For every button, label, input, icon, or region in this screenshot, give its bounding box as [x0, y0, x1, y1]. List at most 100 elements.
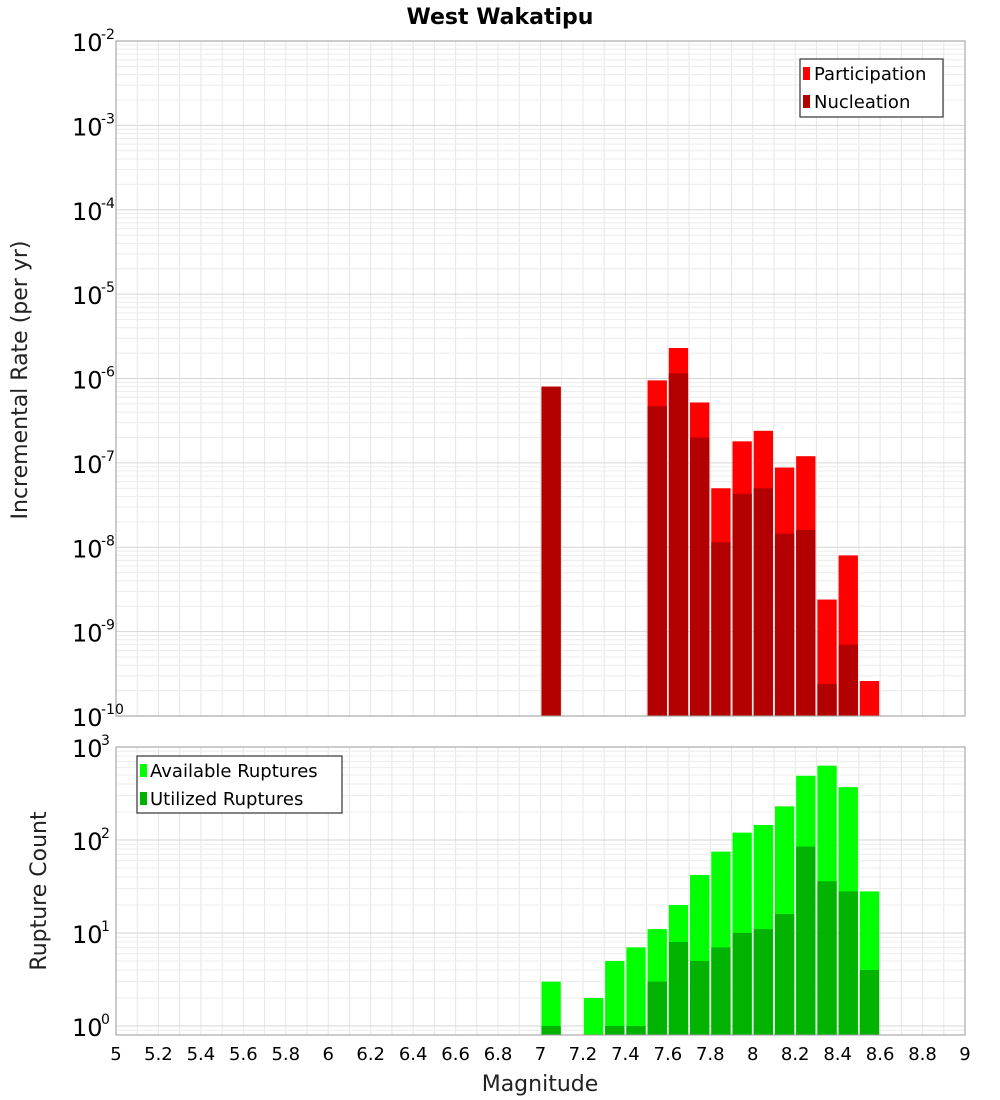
y-tick-base: 10 [72, 113, 103, 141]
y-tick-base: 10 [72, 198, 103, 226]
utilized-ruptures-bar [732, 932, 752, 1035]
y-tick-base: 10 [72, 704, 103, 732]
nucleation-bar [647, 406, 667, 716]
y-tick-base: 10 [72, 535, 103, 563]
y-tick-base: 10 [72, 367, 103, 395]
available-ruptures-legend-swatch [140, 764, 147, 777]
nucleation-legend-label: Nucleation [814, 92, 910, 113]
available-ruptures-bar [583, 997, 604, 1035]
x-tick-label: 7.2 [569, 1044, 598, 1065]
nucleation-bar [690, 437, 710, 716]
y-tick-exponent: -7 [101, 449, 115, 465]
x-tick-label: 5.2 [144, 1044, 173, 1065]
x-tick-label: 5.8 [271, 1044, 300, 1065]
y-tick-base: 10 [72, 828, 103, 856]
x-tick-label: 7.6 [654, 1044, 683, 1065]
y-tick-label: 10-4 [72, 196, 115, 226]
nucleation-bar [732, 493, 752, 716]
top-panel: 10-210-310-410-510-610-710-810-910-10 In… [8, 27, 966, 732]
y-tick-label: 101 [72, 919, 110, 949]
x-tick-label: 7.4 [611, 1044, 640, 1065]
nucleation-bar [668, 373, 689, 716]
nucleation-bar [711, 542, 731, 716]
utilized-ruptures-legend-swatch [140, 792, 147, 805]
y-tick-exponent: -5 [101, 280, 115, 296]
utilized-ruptures-bar [859, 969, 880, 1035]
nucleation-bar [541, 386, 561, 716]
x-tick-label: 6 [323, 1044, 334, 1065]
y-tick-label: 10-8 [72, 533, 115, 563]
y-tick-base: 10 [72, 451, 103, 479]
y-tick-label: 10-9 [72, 618, 115, 648]
participation-legend-label: Participation [814, 64, 926, 85]
x-tick-label: 6.6 [441, 1044, 470, 1065]
x-tick-labels: 5 5.2 5.4 5.6 5.8 6 6.2 6.4 6.6 6.8 7 7.2 7.4 7.6 7.8 8… [110, 1044, 970, 1065]
x-tick-label: 9 [959, 1044, 970, 1065]
utilized-ruptures-bar [690, 960, 710, 1035]
nucleation-bar [838, 644, 858, 716]
y-tick-label: 10-6 [72, 365, 115, 395]
y-tick-label: 10-3 [72, 111, 115, 141]
nucleation-legend-swatch [803, 95, 810, 108]
top-legend-box [799, 58, 944, 118]
top-y-tick-labels: 10-210-310-410-510-610-710-810-910-10 [72, 27, 124, 732]
y-tick-label: 10-10 [72, 702, 124, 732]
utilized-ruptures-bar [817, 881, 837, 1035]
y-tick-exponent: -9 [101, 618, 115, 634]
x-tick-label: 8.6 [866, 1044, 895, 1065]
x-tick-label: 8.8 [908, 1044, 937, 1065]
x-tick-label: 5.4 [187, 1044, 216, 1065]
x-tick-label: 7 [535, 1044, 546, 1065]
available-ruptures-bar [605, 960, 625, 1035]
y-tick-exponent: 1 [101, 919, 110, 935]
utilized-ruptures-bar [605, 1025, 625, 1035]
utilized-ruptures-bar [647, 981, 667, 1035]
available-ruptures-legend-label: Available Ruptures [150, 761, 318, 782]
y-tick-exponent: -2 [101, 27, 115, 43]
y-tick-label: 102 [72, 826, 110, 856]
x-tick-label: 5 [110, 1044, 121, 1065]
y-tick-exponent: 0 [101, 1012, 110, 1028]
top-gridlines [115, 40, 966, 717]
utilized-ruptures-bar [626, 1025, 646, 1035]
bottom-legend-box [136, 755, 343, 814]
utilized-ruptures-bar [838, 891, 858, 1035]
y-tick-base: 10 [72, 735, 103, 763]
y-tick-base: 10 [72, 282, 103, 310]
x-tick-label: 7.8 [696, 1044, 725, 1065]
y-tick-label: 10-7 [72, 449, 115, 479]
top-bars [541, 347, 880, 716]
top-plot-frame [115, 40, 966, 717]
y-tick-label: 103 [72, 733, 110, 763]
utilized-ruptures-bar [753, 929, 774, 1035]
chart-title: West Wakatipu [407, 5, 594, 30]
y-tick-base: 10 [72, 1014, 103, 1042]
x-tick-label: 8.4 [823, 1044, 852, 1065]
utilized-ruptures-bar [541, 1025, 561, 1035]
participation-bar [859, 680, 880, 716]
nucleation-bar [753, 488, 774, 716]
y-tick-exponent: -4 [101, 196, 115, 212]
x-tick-label: 5.6 [229, 1044, 258, 1065]
utilized-ruptures-bar [796, 846, 816, 1035]
y-tick-exponent: 3 [101, 733, 110, 749]
nucleation-bar [796, 530, 816, 716]
y-tick-exponent: -10 [101, 702, 124, 718]
available-ruptures-bar [626, 947, 646, 1035]
y-tick-label: 10-2 [72, 27, 115, 57]
x-tick-label: 8.2 [781, 1044, 810, 1065]
y-tick-exponent: -6 [101, 365, 115, 381]
top-y-axis-label: Incremental Rate (per yr) [8, 241, 33, 520]
y-tick-exponent: -8 [101, 533, 115, 549]
y-tick-exponent: 2 [101, 826, 110, 842]
y-tick-label: 100 [72, 1012, 110, 1042]
utilized-ruptures-bar [711, 947, 731, 1035]
utilized-ruptures-bar [668, 942, 689, 1035]
utilized-ruptures-legend-label: Utilized Ruptures [150, 789, 303, 810]
bottom-legend: Available Ruptures Utilized Ruptures [136, 755, 343, 814]
x-tick-label: 6.2 [356, 1044, 385, 1065]
participation-legend-swatch [803, 67, 810, 80]
y-tick-exponent: -3 [101, 111, 115, 127]
